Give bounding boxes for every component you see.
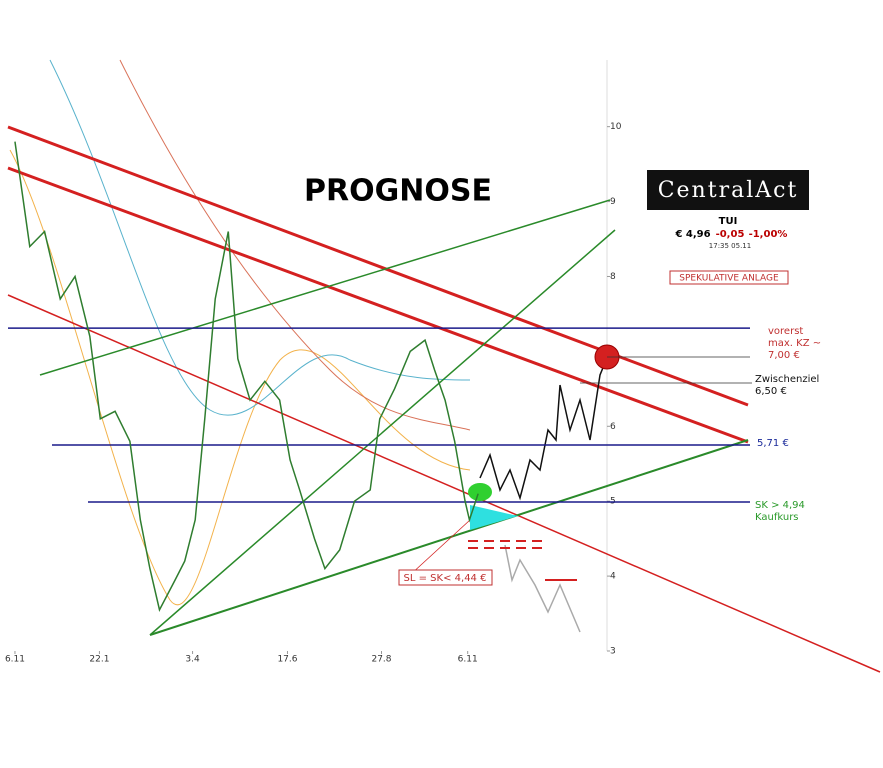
ticker-time: 17:35 05.11 xyxy=(709,242,751,250)
y-tick-label: 10 xyxy=(610,122,622,132)
x-tick-label: 17.6 xyxy=(277,655,297,665)
y-tick-label: 4 xyxy=(610,572,616,582)
y-tick-label: 8 xyxy=(610,272,616,282)
x-tick-label: 22.1 xyxy=(89,655,109,665)
target-label: 6,50 € xyxy=(755,386,787,397)
entry-label: SK > 4,94 xyxy=(755,500,805,511)
y-tick-label: 9 xyxy=(610,197,616,207)
entry-label: Kaufkurs xyxy=(755,512,799,523)
entry-zone xyxy=(470,505,518,530)
logo: CentralAct xyxy=(658,178,799,203)
title: PROGNOSE xyxy=(304,174,492,209)
y-tick-label: 6 xyxy=(610,422,616,432)
entry-marker xyxy=(468,483,492,501)
x-tick-label: 6.11 xyxy=(5,655,25,665)
stop-box xyxy=(398,569,493,586)
resistance-label: 7,00 € xyxy=(768,350,800,361)
badge-box xyxy=(669,270,789,285)
ticker-price: € 4,96 xyxy=(674,229,710,240)
stop-label: SL = SK< 4,44 € xyxy=(404,573,487,584)
target-label: Zwischenziel xyxy=(755,374,819,385)
x-tick-label: 6.11 xyxy=(458,655,478,665)
stop-dashes xyxy=(468,540,577,581)
badge: SPEKULATIVE ANLAGE xyxy=(679,274,779,284)
x-tick-label: 27.8 xyxy=(371,655,391,665)
y-tick-label: 3 xyxy=(610,647,616,657)
support-label: 5,71 € xyxy=(757,438,789,449)
pointer xyxy=(409,519,471,576)
x-tick-label: 3.4 xyxy=(185,655,200,665)
alt-projection xyxy=(504,544,581,633)
logo-box xyxy=(647,170,809,210)
resistance-label: vorerst xyxy=(768,326,803,337)
ticker-change-pct: -1,00% xyxy=(749,229,788,240)
trend-lines xyxy=(7,125,881,673)
price-line xyxy=(14,141,479,612)
moving-averages xyxy=(9,59,471,605)
resistance-label: max. KZ ~ xyxy=(768,338,821,349)
ticker-name: TUI xyxy=(719,216,738,227)
projection xyxy=(479,357,608,501)
ticker-change: -0,05 xyxy=(716,229,745,240)
